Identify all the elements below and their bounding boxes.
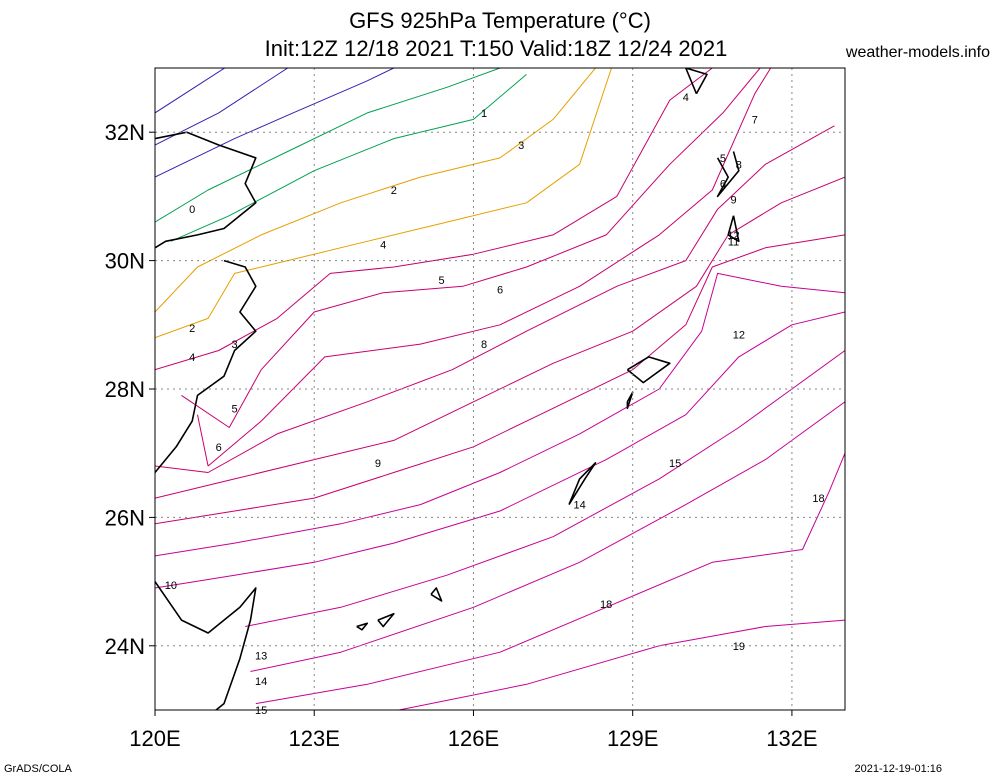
contour-label: 14 xyxy=(255,676,267,688)
contour-label: 10 xyxy=(165,580,177,592)
isotherm xyxy=(155,68,713,371)
contour-label: 4 xyxy=(380,240,386,252)
lon-tick-label: 129E xyxy=(607,726,658,751)
contour-label: 6 xyxy=(216,442,222,454)
coastline-segment xyxy=(155,259,257,474)
contour-label: 1 xyxy=(481,108,487,120)
isotherm xyxy=(155,272,845,557)
contour-label: 8 xyxy=(736,159,742,171)
coastline-segment xyxy=(356,622,369,631)
contour-label: 5 xyxy=(232,403,238,415)
contour-label: 12 xyxy=(727,230,739,242)
chart-subtitle: Init:12Z 12/18 2021 T:150 Valid:18Z 12/2… xyxy=(264,36,728,61)
coastline-segment xyxy=(716,151,740,198)
lat-tick-label: 32N xyxy=(105,120,145,145)
isotherm xyxy=(155,311,845,589)
isotherm xyxy=(396,619,845,710)
contour-labels: 0122334445556667889910111212131414151518… xyxy=(165,92,825,717)
coastline-segment xyxy=(685,68,708,95)
isotherm xyxy=(155,68,288,146)
contour-label: 2 xyxy=(189,323,195,335)
lat-tick-label: 26N xyxy=(105,505,145,530)
isotherm xyxy=(155,68,612,339)
grid-lines xyxy=(155,68,845,710)
coastline-segment xyxy=(155,581,257,710)
contour-label: 5 xyxy=(720,153,726,165)
contour-label: 3 xyxy=(232,339,238,351)
coastline-segment xyxy=(155,131,257,249)
isotherm xyxy=(155,234,845,525)
coastline-segment xyxy=(377,612,395,628)
isotherm xyxy=(255,453,845,705)
contour-label: 6 xyxy=(720,179,726,191)
isotherm xyxy=(250,401,845,672)
contour-label: 3 xyxy=(518,140,524,152)
coastline-segment xyxy=(568,462,597,506)
lat-tick-label: 28N xyxy=(105,377,145,402)
contour-label: 11 xyxy=(728,236,739,248)
contour-label: 9 xyxy=(375,458,381,470)
contour-label: 8 xyxy=(481,339,487,351)
coastline-segment xyxy=(626,391,634,410)
lon-tick-label: 123E xyxy=(289,726,340,751)
contour-label: 7 xyxy=(752,114,758,126)
coastline-segment xyxy=(626,356,671,384)
isotherm xyxy=(155,125,835,473)
contour-label: 9 xyxy=(730,195,736,207)
contour-label: 15 xyxy=(255,705,267,717)
lat-tick-label: 30N xyxy=(105,249,145,274)
isotherm xyxy=(245,350,845,627)
axis-ticks: 120E 123E 126E 129E 132E 32N 30N 28N 26N 24N xyxy=(105,120,818,751)
contour-label: 18 xyxy=(600,599,612,611)
isotherm xyxy=(197,68,772,467)
coastline xyxy=(155,68,740,710)
contour-label: 2 xyxy=(391,185,397,197)
chart-title: GFS 925hPa Temperature (°C) xyxy=(349,8,651,33)
contour-label: 12 xyxy=(733,329,745,341)
coastline-segment xyxy=(727,215,740,243)
coastline-segment xyxy=(430,587,443,602)
footer-credit: GrADS/COLA xyxy=(4,763,72,775)
contour-label: 0 xyxy=(189,204,195,216)
isotherm xyxy=(155,68,596,313)
footer-timestamp: 2021-12-19-01:16 xyxy=(854,763,942,775)
contour-label: 6 xyxy=(497,284,503,296)
contour-label: 19 xyxy=(733,641,745,653)
contour-label: 15 xyxy=(669,458,681,470)
isotherm xyxy=(155,68,501,223)
isotherm xyxy=(170,74,527,242)
contour-label: 18 xyxy=(812,493,824,505)
contour-label: 4 xyxy=(189,352,195,364)
site-label: weather-models.info xyxy=(845,44,990,61)
isotherm-lines xyxy=(155,68,845,710)
isotherm xyxy=(155,68,226,114)
contour-label: 13 xyxy=(255,650,267,662)
lat-tick-label: 24N xyxy=(105,634,145,659)
lon-tick-label: 120E xyxy=(129,726,180,751)
contour-label: 14 xyxy=(573,500,585,512)
contour-label: 4 xyxy=(683,92,689,104)
isotherm xyxy=(155,68,395,178)
contour-label: 5 xyxy=(439,275,445,287)
lon-tick-label: 126E xyxy=(448,726,499,751)
isotherm xyxy=(181,68,761,428)
lon-tick-label: 132E xyxy=(766,726,817,751)
isotherm xyxy=(155,176,845,499)
